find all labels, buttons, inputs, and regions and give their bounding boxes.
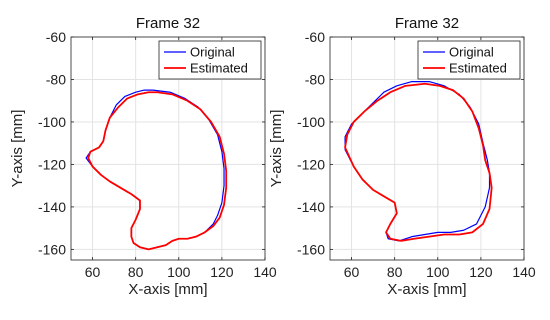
axes-box (70, 36, 266, 261)
y-tick-label: -140 (297, 199, 325, 215)
y-tick-label: -80 (305, 71, 325, 87)
y-axis-label: Y-axis [mm] (9, 110, 26, 188)
legend-label-original: Original (190, 45, 235, 60)
y-tick-label: -120 (38, 156, 66, 172)
legend-box (417, 40, 521, 80)
y-tick-label: -120 (297, 156, 325, 172)
x-tick-label: 100 (426, 264, 450, 280)
legend-label-estimated: Estimated (190, 61, 248, 76)
series-line-estimated (87, 91, 228, 251)
x-tick-label: 140 (512, 264, 536, 280)
y-tick-label: -160 (297, 241, 325, 257)
y-tick-label: -160 (38, 241, 66, 257)
x-tick-label: 80 (128, 264, 144, 280)
axes-box (329, 36, 525, 261)
y-tick-label: -100 (38, 114, 66, 130)
y-tick-label: -100 (297, 114, 325, 130)
y-tick-label: -140 (38, 199, 66, 215)
x-tick-label: 60 (344, 264, 360, 280)
legend-label-estimated: Estimated (449, 61, 507, 76)
chart-title: Frame 32 (136, 15, 200, 32)
y-axis-label: Y-axis [mm] (268, 110, 285, 188)
chart-panel-right: 60 80 100 120 140 -60 -80 -100 -120 -140 -160 Frame… (268, 15, 536, 298)
legend-box (158, 40, 262, 80)
y-tick-label: -60 (46, 29, 66, 45)
series-line-estimated (344, 82, 493, 242)
chart-title: Frame 32 (395, 15, 459, 32)
x-tick-label: 140 (253, 264, 277, 280)
legend-label-original: Original (449, 45, 494, 60)
x-tick-label: 60 (85, 264, 101, 280)
x-tick-label: 100 (167, 264, 191, 280)
x-tick-label: 80 (387, 264, 403, 280)
chart-panel-left: 60 80 100 120 140 -60 -80 -100 -120 -140 -160 Frame… (9, 15, 277, 298)
x-axis-label: X-axis [mm] (387, 281, 466, 298)
x-tick-label: 120 (210, 264, 234, 280)
x-axis-label: X-axis [mm] (128, 281, 207, 298)
x-tick-label: 120 (469, 264, 493, 280)
y-tick-label: -80 (46, 71, 66, 87)
y-tick-label: -60 (305, 29, 325, 45)
